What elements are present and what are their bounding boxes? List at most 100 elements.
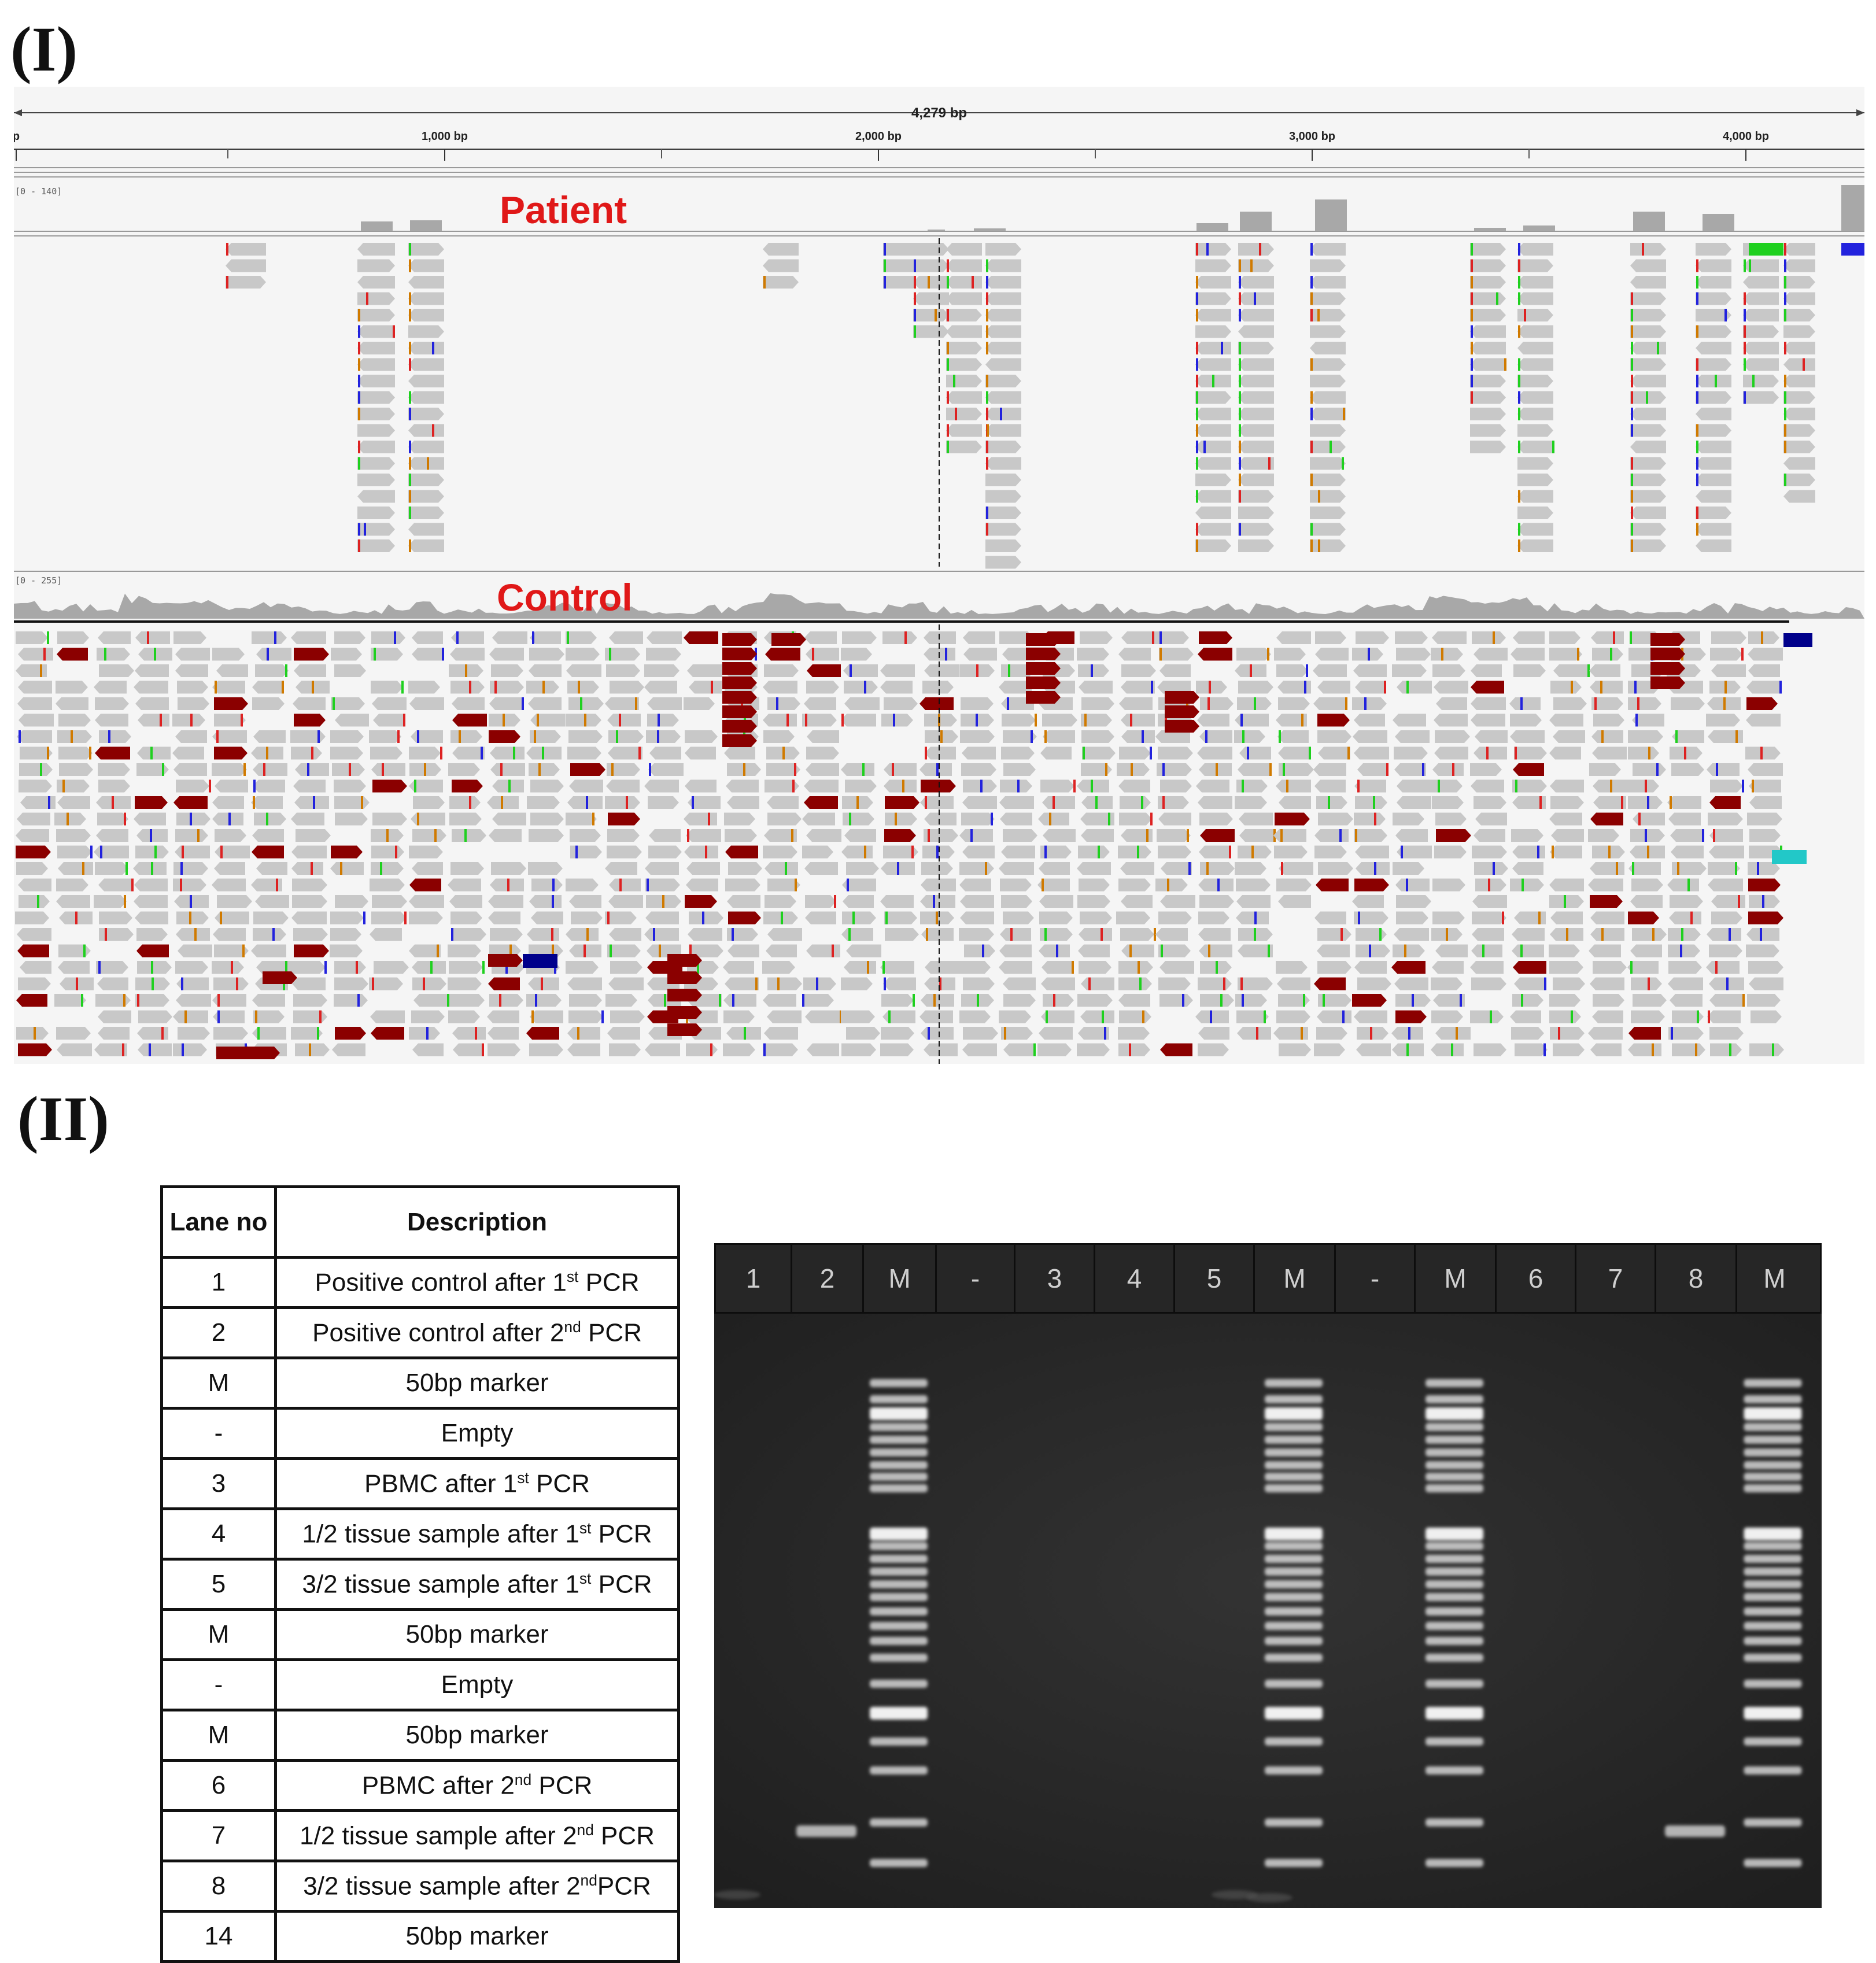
mismatch-mark [1784,243,1786,256]
mismatch-mark [1042,878,1044,892]
control-read [607,763,640,776]
control-read [607,829,640,842]
mismatch-mark [1518,375,1520,387]
mismatch-mark [1610,779,1612,793]
genome-browser-view[interactable]: 4,279 bp p 1,000 bp 2,000 bp 3,000 bp 4,000 b… [14,87,1864,1064]
control-read [1472,845,1507,859]
control-read [1236,911,1269,925]
control-read [685,730,718,743]
mismatch-mark [151,961,153,974]
mismatch-mark [551,928,553,941]
patient-read [408,325,444,338]
control-read [802,994,834,1007]
control-read [138,714,169,727]
control-read [1393,714,1426,727]
control-read [1668,928,1701,941]
mismatch-mark [358,358,360,371]
control-read [1549,994,1580,1007]
control-read [58,746,93,760]
control-read [54,812,86,826]
control-read [1745,746,1781,760]
control-read [489,648,524,661]
mismatch-mark [465,664,467,677]
control-read [767,796,799,809]
control-read [689,944,723,958]
discordant-read [1317,714,1350,727]
gel-smear [714,1890,760,1899]
control-read [689,681,722,694]
discordant-read [771,633,806,646]
control-read [607,944,641,958]
patient-read [1195,309,1231,321]
mismatch-mark [125,862,128,875]
patient-read [1696,490,1731,503]
mismatch-mark [1239,424,1241,437]
patient-read [946,408,982,420]
control-read [1118,648,1151,661]
patient-read [1783,259,1815,272]
mismatch-mark [697,961,699,974]
control-read [256,648,291,661]
marker-band [870,1542,928,1550]
control-read [999,862,1034,875]
control-read [766,763,800,776]
control-read [487,1010,519,1023]
mismatch-mark [1518,358,1520,371]
control-read [610,1010,645,1023]
control-read [1668,812,1701,826]
control-read [1709,1027,1744,1040]
marker-band [1265,1473,1323,1481]
alignment-canvas[interactable]: 4,279 bpp 1,000 bp 2,000 bp 3,000 bp 4,000 b… [14,87,1864,1064]
mismatch-mark [1401,845,1403,859]
patient-read [985,539,1021,552]
patient-read [408,342,444,354]
mismatch-mark [977,994,979,1007]
marker-band [870,1580,928,1588]
control-read [251,796,283,809]
control-read [1236,1010,1269,1023]
control-read [1040,928,1073,941]
control-read [1588,829,1619,842]
patient-read [1783,474,1815,486]
mismatch-mark [1301,1027,1303,1040]
control-read [919,1010,953,1023]
patient-read [357,276,395,289]
control-read [921,928,954,941]
mismatch-mark [161,1027,164,1040]
patient-read [1195,342,1231,354]
control-read [843,664,878,677]
mismatch-mark [1631,358,1633,371]
control-read [254,812,286,826]
control-read [1550,1027,1585,1040]
control-read [1116,911,1150,925]
marker-band [1265,1423,1323,1431]
control-read [453,1043,484,1056]
mismatch-mark [1369,944,1371,958]
control-read [962,796,997,809]
mismatch-mark [1083,746,1085,760]
patient-read [1783,375,1815,387]
control-read [1510,1010,1541,1023]
mismatch-mark [1608,845,1611,859]
mismatch-mark [1524,309,1526,321]
control-read [1158,812,1191,826]
marker-band [1744,1542,1802,1550]
control-read [1077,1043,1110,1056]
control-read [95,862,128,875]
patient-read [1783,292,1815,305]
ruler-tick-label: 1,000 bp [422,130,468,143]
mismatch-mark [1504,358,1506,371]
mismatch-mark [1690,911,1693,925]
control-read [1633,763,1666,776]
control-read [1158,977,1191,990]
patient-read [1310,424,1346,437]
ruler-arrow-left [14,109,22,116]
mismatch-mark [567,631,569,644]
mismatch-mark [357,994,360,1007]
control-read [1549,878,1584,892]
patient-read [1310,408,1346,420]
table-header-row: Lane no Description [160,1185,680,1259]
mismatch-mark [1007,697,1009,710]
description-suffix: PCR [591,1570,652,1599]
mismatch-mark [430,961,433,974]
